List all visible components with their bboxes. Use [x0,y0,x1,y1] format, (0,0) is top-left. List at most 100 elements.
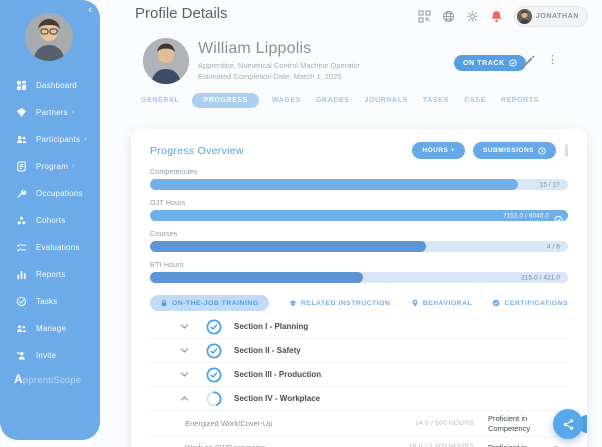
competency-row: Energized Work/Cover-Up 14.0 / 500 HOURS… [150,411,587,437]
certification-check-icon [493,299,500,307]
competencies-bar: 15 / 17 [150,179,568,190]
graduation-cap-icon [289,300,297,306]
profile-tabs: GENERAL PROGRESS WAGES GRADES JOURNALS T… [139,93,541,108]
sidebar-item-tasks[interactable]: Tasks [0,288,100,315]
rti-hours-bar: 215.0 / 421.0 [150,272,568,283]
chevron-up-icon [180,394,189,403]
section-progress-ring-icon [206,391,222,407]
tab-tasks[interactable]: TASKS [422,97,450,104]
profile-name: William Lippolis [198,40,312,57]
sidebar-item-occupations[interactable]: Occupations [0,180,100,207]
profile-completion-date: Estimated Completion Date: March 1, 2025 [198,72,342,81]
status-dropdown[interactable]: Proficient in Competency ▼ [488,443,568,447]
profile-role: Apprentice, Numerical Control Machine Op… [198,61,361,70]
submenu-arrow-icon: › [84,136,87,143]
section-row-planning[interactable]: Section I - Planning [150,315,568,339]
sidebar-item-dashboard[interactable]: Dashboard [0,72,100,99]
courses-bar: 4 / 6 [150,241,568,252]
scrollbar-thumb[interactable] [565,144,568,157]
progress-ojt-hours: OJT Hours 7152.0 / 6040.0 [150,200,568,224]
apprentiscope-logo: ApprentiScope [14,372,82,386]
wrench-icon [15,188,28,199]
profile-avatar [143,38,189,84]
cluster-icon [15,215,28,226]
subtab-behavioral[interactable]: BEHAVIORAL [411,299,472,307]
tab-wages[interactable]: WAGES [271,97,301,104]
sidebar-item-cohorts[interactable]: Cohorts [0,207,100,234]
progress-courses: Courses 4 / 6 [150,231,568,252]
subtab-on-the-job-training[interactable]: ON-THE-JOB TRAINING [150,295,269,311]
sidebar-item-manage[interactable]: Manage [0,315,100,342]
progress-overview-card: Progress Overview HOURS + SUBMISSIONS Co… [131,129,587,447]
notifications-bell-icon[interactable] [490,10,503,23]
share-fab-button[interactable] [553,409,583,439]
section-complete-icon [206,343,222,359]
competency-hours: 14.0 / 500 HOURS [415,420,474,427]
section-row-workplace[interactable]: Section IV - Workplace [150,387,568,411]
tab-reports[interactable]: REPORTS [500,97,539,104]
section-complete-icon [206,367,222,383]
sidebar-item-reports[interactable]: Reports [0,261,100,288]
subtab-related-instruction[interactable]: RELATED INSTRUCTION [289,299,390,307]
sidebar-nav: Dashboard Partners › Participants › Prog… [0,72,100,369]
status-badge[interactable]: ON TRACK [454,55,526,71]
user-avatar [516,9,532,24]
edit-pencil-icon[interactable] [522,55,536,69]
submissions-button[interactable]: SUBMISSIONS [472,142,556,159]
chevron-down-icon [180,370,189,379]
sidebar-item-invite[interactable]: Invite [0,342,100,369]
ojt-hours-bar: 7152.0 / 6040.0 [150,210,568,224]
more-options-icon[interactable]: ⋮ [547,54,558,66]
sidebar-item-program[interactable]: Program › [0,153,100,180]
sidebar-user-avatar [25,13,73,61]
page-title: Profile Details [135,5,228,22]
submenu-arrow-icon: › [72,163,75,170]
gem-icon [15,107,28,118]
clock-icon [538,146,546,155]
section-row-production[interactable]: Section III - Production [150,363,568,387]
progress-rti-hours: RTI Hours 215.0 / 421.0 [150,262,568,283]
tab-journals[interactable]: JOURNALS [364,97,408,104]
hours-button[interactable]: HOURS + [412,142,465,159]
progress-subtabs: ON-THE-JOB TRAINING RELATED INSTRUCTION … [150,295,568,311]
sidebar-item-partners[interactable]: Partners › [0,99,100,126]
location-pin-icon [412,299,418,307]
tab-grades[interactable]: GRADES [315,97,350,104]
manage-people-icon [15,323,28,334]
section-row-safety[interactable]: Section II - Safety [150,339,568,363]
sidebar-item-participants[interactable]: Participants › [0,126,100,153]
bar-chart-icon [15,269,28,280]
people-icon [15,134,28,145]
user-menu[interactable]: JONATHAN [513,6,588,27]
chevron-down-icon [180,346,189,355]
share-icon [563,418,573,430]
person-add-icon [15,350,28,361]
user-name: JONATHAN [535,13,579,20]
competency-row: Work on SWP programs 16.0 / 1,000 HOURS … [150,437,568,447]
sidebar-item-evaluations[interactable]: Evaluations [0,234,100,261]
header-actions: JONATHAN [418,6,588,27]
tab-progress[interactable]: PROGRESS [192,93,259,108]
lock-icon [161,299,167,307]
sidebar: ‹ Dashboard Partners › Participants › Pr… [0,0,100,440]
card-title: Progress Overview [150,144,244,157]
checklist-icon [15,242,28,253]
section-complete-icon [206,319,222,335]
card-header: Progress Overview HOURS + SUBMISSIONS [150,142,568,159]
dashboard-icon [15,80,28,91]
bar-check-icon [554,211,563,224]
qr-code-icon[interactable] [418,10,431,23]
tab-case[interactable]: CASE [464,97,486,104]
section-list: Section I - Planning Section II - Safety… [150,315,587,447]
sidebar-collapse-icon[interactable]: ‹ [88,4,92,16]
badge-check-icon [509,59,517,67]
settings-gear-icon[interactable] [466,10,479,23]
chevron-down-icon [180,322,189,331]
check-circle-icon [15,296,28,307]
progress-competencies: Competencies 15 / 17 [150,169,568,190]
subtab-certifications[interactable]: CERTIFICATIONS [492,299,568,307]
submenu-arrow-icon: › [71,109,75,116]
globe-icon[interactable] [442,10,455,23]
tab-general[interactable]: GENERAL [141,97,180,104]
